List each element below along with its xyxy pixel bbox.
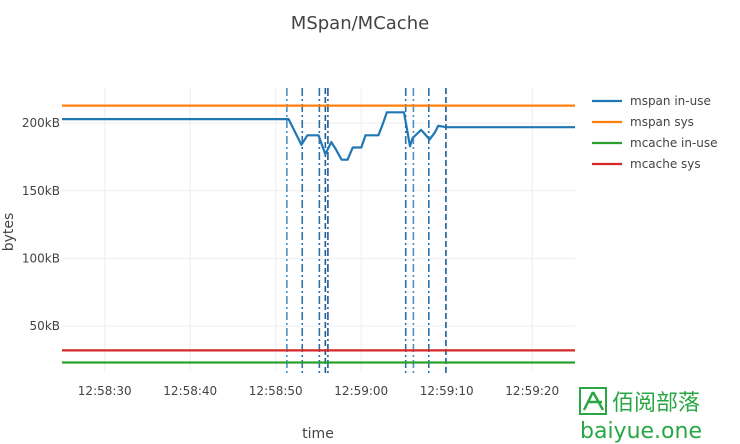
chart-title: MSpan/MCache	[291, 13, 429, 34]
watermark-latin: baiyue.one	[580, 419, 702, 444]
x-tick-labels: 12:58:30 12:58:40 12:58:50 12:59:00 12:59:10…	[78, 384, 559, 398]
legend-entry-label: mspan sys	[630, 115, 694, 129]
y-tick-label: 200kB	[22, 116, 60, 130]
series-line-mspan-in-use	[62, 111, 575, 161]
x-tick-label: 12:59:20	[505, 384, 559, 398]
y-tick-label: 150kB	[22, 184, 60, 198]
watermark: 佰阅部落 baiyue.one	[579, 387, 702, 444]
legend-entry-label: mcache sys	[630, 157, 701, 171]
watermark-logo-icon	[579, 387, 607, 415]
watermark-chinese: 佰阅部落	[612, 391, 700, 416]
x-tick-label: 12:59:10	[420, 384, 474, 398]
x-tick-label: 12:58:30	[78, 384, 132, 398]
y-tick-labels: 50kB 100kB 150kB 200kB	[22, 116, 60, 333]
y-tick-label: 100kB	[22, 251, 60, 265]
x-tick-label: 12:58:40	[163, 384, 217, 398]
legend[interactable]: mspan in-use mspan sys mcache in-use mcache…	[592, 94, 718, 171]
legend-entry-label: mspan in-use	[630, 94, 711, 108]
x-tick-label: 12:58:50	[249, 384, 303, 398]
legend-entry-label: mcache in-use	[630, 136, 718, 150]
y-tick-label: 50kB	[30, 319, 60, 333]
gridlines	[62, 88, 575, 372]
x-axis-label: time	[302, 426, 334, 442]
event-lines	[286, 88, 447, 375]
series-layer	[62, 104, 575, 364]
x-tick-label: 12:59:00	[334, 384, 388, 398]
y-axis-label: bytes	[1, 213, 17, 252]
